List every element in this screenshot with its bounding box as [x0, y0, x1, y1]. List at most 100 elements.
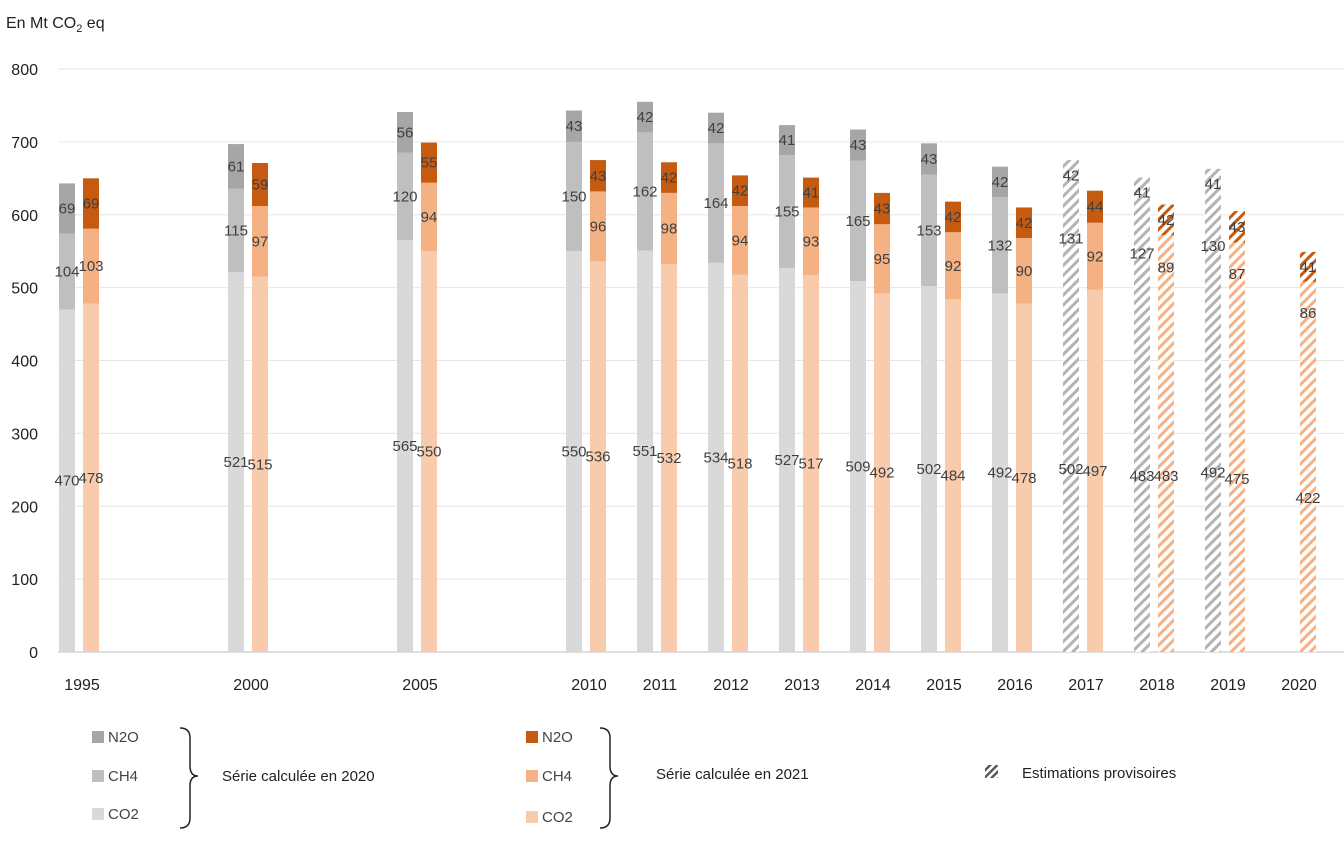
y-axis-ticks: 0 100 200 300 400 500 600 700 800 [11, 62, 38, 662]
data-label: 42 [1158, 212, 1175, 229]
bar-segment-n2o-2017-2020 [1063, 160, 1079, 191]
x-tick-label: 1995 [64, 677, 100, 694]
bar-segment-n2o-2011-2021 [661, 162, 677, 193]
data-label: 478 [1011, 470, 1036, 487]
bar-segment-n2o-2016-2021 [1016, 207, 1032, 239]
data-label: 103 [78, 258, 103, 275]
data-label: 94 [421, 209, 438, 226]
data-label: 565 [392, 438, 417, 455]
legend-group-2020: N2O CH4 CO2 Série calculée en 2020 [92, 727, 375, 829]
data-label: 521 [223, 454, 248, 471]
bar-segment-n2o-2016-2020 [992, 166, 1008, 198]
bar-segment-n2o-2012-2020 [708, 112, 724, 144]
y-tick-label: 700 [11, 135, 38, 152]
x-tick-label: 2020 [1281, 677, 1317, 694]
data-label: 497 [1082, 463, 1107, 480]
bar-segment-co2-2000-2021 [252, 276, 268, 652]
data-label: 59 [252, 177, 269, 194]
data-label: 120 [392, 189, 417, 206]
x-axis-ticks: 1995 2000 2005 2010 2011 2012 2013 2014 2015 2016… [64, 677, 1317, 694]
data-label: 153 [916, 222, 941, 239]
y-axis-unit-label: En Mt CO2 eq [6, 15, 105, 35]
bar-segment-n2o-2000-2021 [252, 163, 268, 207]
data-label: 86 [1300, 305, 1317, 322]
data-label: 165 [845, 213, 870, 230]
bar-segment-n2o-2010-2020 [566, 110, 582, 142]
legend-label-co2-2020: CO2 [108, 806, 139, 823]
bar-segment-co2-2020-2021 [1300, 344, 1316, 652]
bar-segment-ch4-2011-2021 [661, 192, 677, 265]
legend-swatch-co2-2021 [526, 811, 538, 823]
y-tick-label: 0 [29, 645, 38, 662]
bar-segment-co2-2000-2020 [228, 272, 244, 652]
data-label: 131 [1058, 230, 1083, 247]
bar-segment-co2-2014-2020 [850, 281, 866, 652]
x-tick-label: 2018 [1139, 677, 1175, 694]
x-tick-label: 2013 [784, 677, 820, 694]
bar-segment-n2o-2005-2021 [421, 142, 437, 183]
data-label: 502 [1058, 461, 1083, 478]
x-tick-label: 2017 [1068, 677, 1104, 694]
data-label: 551 [632, 443, 657, 460]
data-label: 42 [992, 174, 1009, 191]
bars: 4701046952111561565120565501504355116242… [54, 101, 1321, 653]
data-label: 515 [247, 456, 272, 473]
data-label: 492 [869, 465, 894, 482]
bar-segment-co2-2016-2021 [1016, 303, 1032, 652]
bar-segment-ch4-2011-2020 [637, 132, 653, 251]
unit-suffix: eq [82, 15, 104, 32]
bar-segment-co2-2014-2021 [874, 293, 890, 652]
data-label: 97 [252, 233, 269, 250]
x-tick-label: 2019 [1210, 677, 1246, 694]
data-label: 95 [874, 251, 891, 268]
bar-segment-co2-1995-2020 [59, 309, 75, 652]
bar-segment-n2o-2018-2020 [1134, 177, 1150, 208]
legend-swatch-ch4-2021 [526, 770, 538, 782]
bar-segment-ch4-2005-2021 [421, 182, 437, 252]
bar-segment-co2-2005-2020 [397, 240, 413, 652]
data-label: 96 [590, 218, 607, 235]
bar-segment-n2o-1995-2021 [83, 178, 99, 229]
x-tick-label: 2016 [997, 677, 1033, 694]
bar-segment-co2-2016-2020 [992, 293, 1008, 652]
legend-swatch-ch4-2020 [92, 770, 104, 782]
data-label: 130 [1200, 238, 1225, 255]
bar-segment-ch4-2000-2021 [252, 206, 268, 277]
bar-segment-co2-2012-2021 [732, 274, 748, 652]
data-label: 69 [59, 201, 76, 218]
data-label: 43 [590, 168, 607, 185]
legend-group-label-2020: Série calculée en 2020 [222, 768, 375, 785]
data-label: 42 [1063, 167, 1080, 184]
bar-segment-n2o-2013-2021 [803, 177, 819, 208]
bar-segment-ch4-2000-2020 [228, 188, 244, 273]
data-label: 98 [661, 221, 678, 238]
bar-segment-n2o-1995-2020 [59, 183, 75, 234]
bar-segment-ch4-2019-2021 [1229, 242, 1245, 306]
data-label: 527 [774, 452, 799, 469]
bar-segment-n2o-2005-2020 [397, 111, 413, 153]
legend-swatch-n2o-2021 [526, 731, 538, 743]
legend-label-provisional: Estimations provisoires [1022, 765, 1176, 782]
y-tick-label: 400 [11, 354, 38, 371]
bar-segment-co2-2015-2021 [945, 299, 961, 652]
bar-segment-ch4-2014-2021 [874, 224, 890, 294]
legend-swatch-co2-2020 [92, 808, 104, 820]
data-label: 492 [987, 465, 1012, 482]
bar-segment-n2o-2015-2021 [945, 201, 961, 233]
data-label: 492 [1200, 465, 1225, 482]
unit-subscript: 2 [76, 23, 82, 35]
data-label: 43 [921, 151, 938, 168]
bar-segment-n2o-2018-2021 [1158, 204, 1174, 236]
bar-segment-n2o-2010-2021 [590, 160, 606, 192]
data-label: 532 [656, 450, 681, 467]
data-label: 69 [83, 195, 100, 212]
unit-prefix: En Mt CO [6, 15, 76, 32]
bar-segment-ch4-2016-2021 [1016, 238, 1032, 304]
data-label: 127 [1129, 246, 1154, 263]
data-label: 90 [1016, 263, 1033, 280]
bar-segment-ch4-2012-2021 [732, 206, 748, 275]
x-tick-label: 2005 [402, 677, 438, 694]
data-label: 550 [561, 444, 586, 461]
data-label: 92 [945, 258, 962, 275]
